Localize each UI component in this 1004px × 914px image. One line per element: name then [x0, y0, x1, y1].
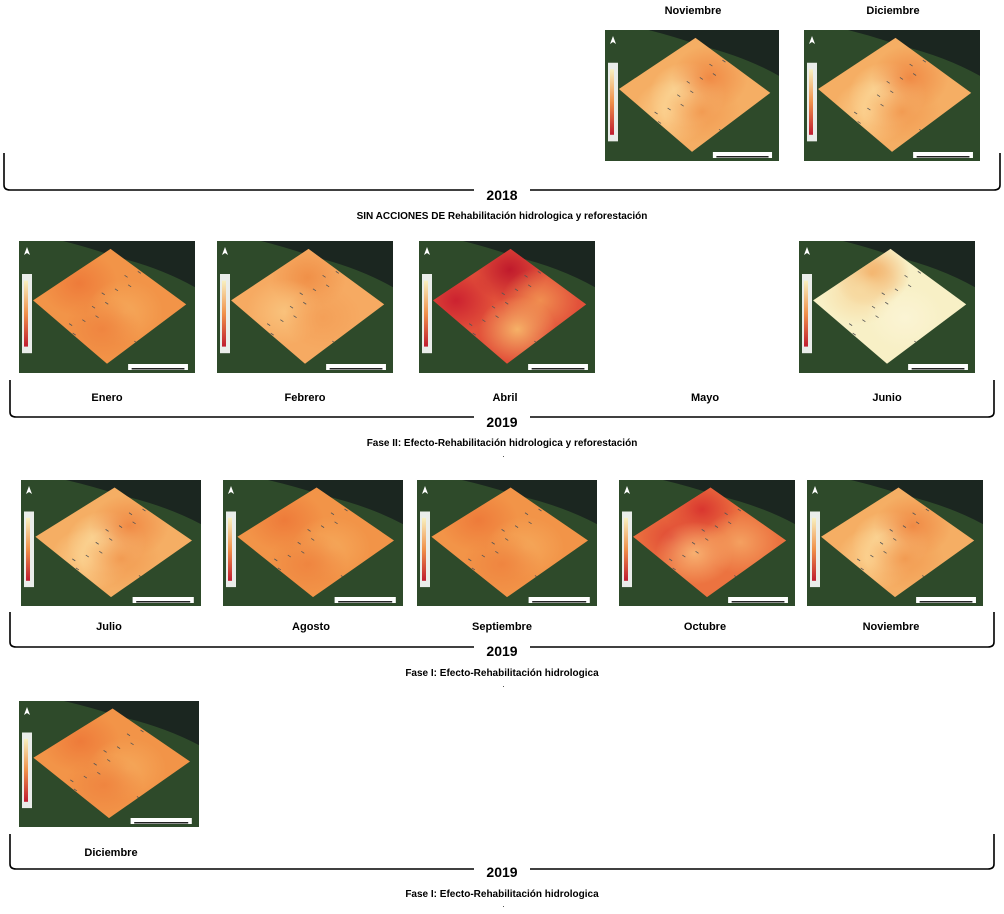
heatmap-thumbnail	[612, 475, 802, 617]
map-2019-junio	[792, 236, 982, 384]
map-2019-enero	[12, 236, 202, 384]
month-label: Mayo	[690, 392, 720, 404]
month-label: Abril	[492, 392, 518, 404]
month-label: Julio	[96, 621, 122, 633]
map-2019-octubre	[612, 475, 802, 617]
month-label: Diciembre	[84, 847, 138, 859]
heatmap-thumbnail	[14, 475, 208, 617]
decorative-dot	[503, 456, 504, 457]
heatmap-thumbnail	[216, 475, 410, 617]
year-label: 2018	[474, 187, 530, 203]
month-label: Febrero	[284, 392, 326, 404]
heatmap-thumbnail	[412, 236, 602, 384]
month-label: Agosto	[292, 621, 330, 633]
section-caption: Fase I: Efecto-Rehabilitación hidrologic…	[405, 668, 599, 679]
map-2019-septiembre	[410, 475, 604, 617]
heatmap-thumbnail	[800, 475, 990, 617]
year-label: 2019	[474, 864, 530, 880]
map-2019-noviembre	[800, 475, 990, 617]
month-label: Octubre	[683, 621, 727, 633]
map-2019-agosto	[216, 475, 410, 617]
heatmap-thumbnail	[12, 236, 202, 384]
month-label: Diciembre	[866, 5, 920, 17]
map-2019-julio	[14, 475, 208, 617]
section-caption: Fase I: Efecto-Rehabilitación hidrologic…	[405, 889, 599, 900]
map-2018-diciembre	[797, 25, 987, 172]
month-label: Enero	[91, 392, 123, 404]
section-caption: SIN ACCIONES DE Rehabilitación hidrologi…	[356, 211, 648, 222]
month-label: Noviembre	[862, 621, 920, 633]
heatmap-thumbnail	[797, 25, 987, 172]
map-2019-febrero	[210, 236, 400, 384]
month-label: Noviembre	[664, 5, 722, 17]
map-2019-abril	[412, 236, 602, 384]
decorative-dot	[503, 686, 504, 687]
year-label: 2019	[474, 414, 530, 430]
heatmap-thumbnail	[410, 475, 604, 617]
heatmap-thumbnail	[210, 236, 400, 384]
month-label: Junio	[872, 392, 902, 404]
decorative-dot	[503, 906, 504, 907]
section-caption: Fase II: Efecto-Rehabilitación hidrologi…	[366, 438, 638, 449]
map-2018-noviembre	[598, 25, 786, 172]
heatmap-thumbnail	[792, 236, 982, 384]
heatmap-thumbnail	[598, 25, 786, 172]
year-label: 2019	[474, 643, 530, 659]
heatmap-thumbnail	[12, 696, 206, 838]
map-2019-diciembre	[12, 696, 206, 838]
month-label: Septiembre	[472, 621, 532, 633]
